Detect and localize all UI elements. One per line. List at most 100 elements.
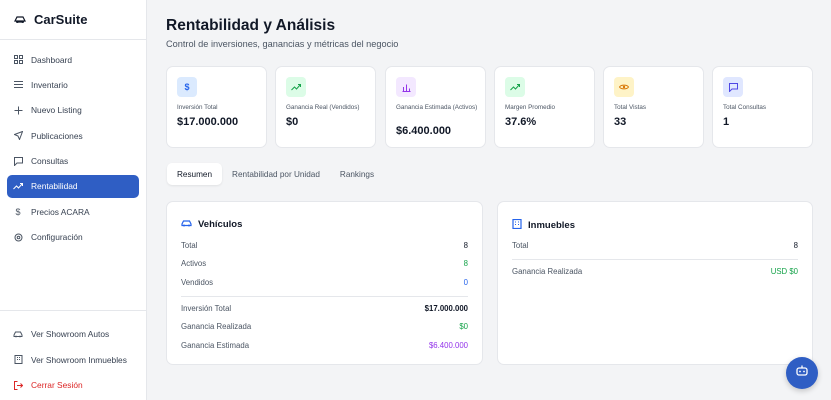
main-content: Rentabilidad y Análisis Control de inver… — [148, 0, 831, 400]
money-row-ganancia-estimada: Ganancia Estimada $6.400.000 — [181, 341, 468, 350]
row-label: Ganancia Realizada — [512, 267, 583, 276]
money-row-ganancia-realizada: Ganancia Realizada USD $0 — [512, 267, 798, 276]
showroom-inmuebles-link[interactable]: Ver Showroom Inmuebles — [7, 349, 139, 371]
sidebar-item-publicaciones[interactable]: Publicaciones — [7, 124, 139, 147]
stat-label: Total Vistas — [614, 104, 647, 111]
sidebar: CarSuite Dashboard Inventario Nuevo List… — [0, 0, 147, 400]
row-label: Inversión Total — [181, 304, 232, 313]
logo-icon — [14, 11, 26, 29]
vehiculos-title: Vehículos — [198, 219, 243, 230]
logout-icon — [13, 380, 23, 390]
sidebar-item-precios-acara[interactable]: $ Precios ACARA — [7, 200, 139, 223]
row-label: Ganancia Realizada — [181, 322, 252, 331]
sidebar-item-configuracion[interactable]: Configuración — [7, 226, 139, 249]
sidebar-item-rentabilidad[interactable]: Rentabilidad — [7, 174, 139, 198]
sidebar-item-label: Configuración — [31, 232, 83, 243]
sidebar-item-label: Inventario — [31, 79, 68, 90]
stat-value: $17.000.000 — [177, 116, 239, 128]
row-value: 8 — [463, 259, 468, 268]
row-value: 0 — [463, 278, 468, 287]
stat-label: Total Consultas — [723, 104, 767, 111]
inmuebles-title: Inmuebles — [528, 220, 575, 231]
tab-rentabilidad-por-unidad[interactable]: Rentabilidad por Unidad — [232, 169, 320, 179]
stat-row-total: Total 8 — [181, 241, 468, 250]
page-subtitle: Control de inversiones, ganancias y métr… — [166, 39, 399, 49]
gear-icon — [13, 232, 23, 242]
row-label: Vendidos — [181, 278, 214, 287]
panel-title: Vehículos — [181, 219, 242, 230]
row-value: $6.400.000 — [428, 341, 468, 350]
trending-up-icon — [286, 77, 306, 97]
building-icon — [13, 355, 23, 365]
stat-value: 33 — [614, 116, 627, 128]
inmuebles-panel: Inmuebles Total 8 Ganancia Realizada USD $… — [497, 201, 813, 365]
stat-row-activos: Activos 8 — [181, 259, 468, 268]
stat-label: Ganancia Real (Vendidos) — [286, 104, 360, 111]
sidebar-item-label: Rentabilidad — [31, 181, 78, 192]
stat-value: 1 — [723, 116, 730, 128]
sidebar-nav: Dashboard Inventario Nuevo Listing Publi… — [0, 40, 146, 249]
stat-card-total-vistas: Total Vistas 33 — [603, 66, 704, 148]
sidebar-item-label: Cerrar Sesión — [31, 380, 83, 390]
tab-rankings[interactable]: Rankings — [339, 169, 375, 179]
stat-value: 37.6% — [505, 116, 537, 128]
row-value: 8 — [793, 241, 798, 250]
car-icon — [13, 329, 23, 339]
money-row-inversion: Inversión Total $17.000.000 — [181, 304, 468, 313]
row-value: $0 — [459, 322, 468, 331]
sidebar-footer: Ver Showroom Autos Ver Showroom Inmueble… — [0, 310, 146, 400]
showroom-autos-link[interactable]: Ver Showroom Autos — [7, 323, 139, 345]
tab-resumen[interactable]: Resumen — [167, 163, 223, 185]
dollar-icon: $ — [15, 206, 21, 217]
stat-row-vendidos: Vendidos 0 — [181, 278, 468, 287]
stat-card-inversion-total: $ Inversión Total $17.000.000 — [166, 66, 267, 148]
logout-button[interactable]: Cerrar Sesión — [7, 374, 139, 396]
app-title: CarSuite — [34, 12, 88, 27]
sidebar-item-label: Precios ACARA — [31, 206, 90, 217]
list-icon — [13, 80, 23, 90]
sidebar-item-nuevo-listing[interactable]: Nuevo Listing — [7, 99, 139, 122]
sidebar-item-label: Ver Showroom Autos — [31, 329, 110, 339]
trending-up-icon — [505, 77, 525, 97]
sidebar-item-label: Publicaciones — [31, 130, 83, 141]
stat-card-ganancia-real: Ganancia Real (Vendidos) $0 — [275, 66, 376, 148]
divider — [512, 259, 798, 260]
sidebar-item-label: Dashboard — [31, 54, 72, 65]
message-icon — [13, 156, 23, 166]
sidebar-item-consultas[interactable]: Consultas — [7, 150, 139, 173]
chat-bot-button[interactable] — [786, 357, 818, 389]
stat-label: Inversión Total — [177, 104, 218, 111]
sidebar-item-label: Consultas — [31, 156, 69, 167]
brand[interactable]: CarSuite — [0, 0, 146, 40]
stat-value: $6.400.000 — [396, 125, 452, 137]
dollar-icon: $ — [177, 77, 197, 97]
message-icon — [723, 77, 743, 97]
money-row-ganancia-realizada: Ganancia Realizada $0 — [181, 322, 468, 331]
send-icon — [13, 131, 23, 141]
divider — [181, 296, 468, 297]
stat-row-total: Total 8 — [512, 241, 798, 250]
row-value: 8 — [463, 241, 468, 250]
car-icon — [181, 219, 192, 230]
row-label: Activos — [181, 259, 207, 268]
row-label: Ganancia Estimada — [181, 341, 250, 350]
stat-label: Margen Promedio — [505, 104, 556, 111]
stat-card-margen-promedio: Margen Promedio 37.6% — [494, 66, 595, 148]
stat-card-total-consultas: Total Consultas 1 — [712, 66, 813, 148]
plus-icon — [13, 105, 23, 115]
sidebar-item-dashboard[interactable]: Dashboard — [7, 48, 139, 71]
row-value: $17.000.000 — [424, 304, 468, 313]
bar-chart-icon — [396, 77, 416, 97]
row-label: Total — [512, 241, 529, 250]
row-value: USD $0 — [770, 267, 798, 276]
page-title: Rentabilidad y Análisis — [166, 17, 336, 34]
tabs: Resumen Rentabilidad por Unidad Rankings — [167, 163, 384, 186]
stat-value: $0 — [286, 116, 299, 128]
sidebar-item-inventario[interactable]: Inventario — [7, 73, 139, 96]
stat-label: Ganancia Estimada (Activos) — [396, 104, 478, 111]
stat-card-ganancia-estimada: Ganancia Estimada (Activos) $6.400.000 — [385, 66, 486, 148]
bot-icon — [795, 364, 809, 382]
building-icon — [512, 218, 522, 232]
row-label: Total — [181, 241, 198, 250]
trending-up-icon — [13, 181, 23, 191]
